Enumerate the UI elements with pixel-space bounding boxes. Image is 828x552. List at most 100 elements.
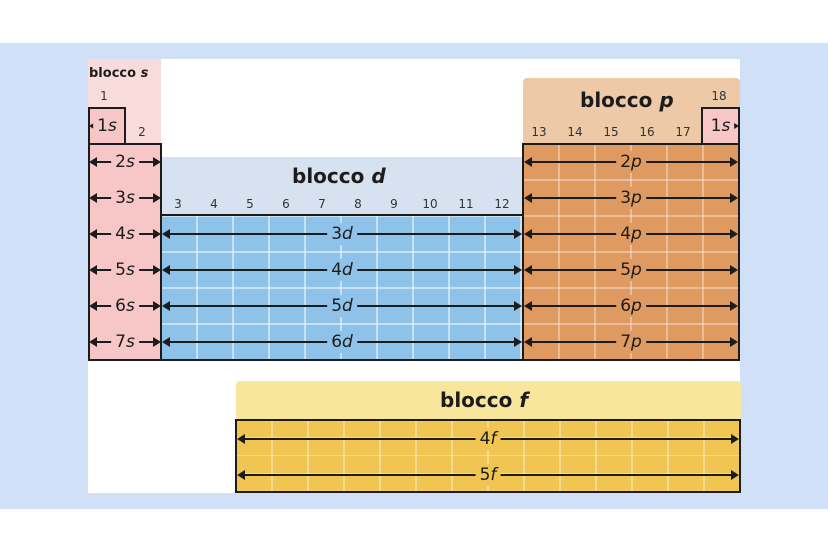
orbital-label-5f: 5f — [475, 464, 501, 486]
arrow-left-icon — [89, 265, 97, 275]
d-block-title-letter: d — [371, 164, 386, 188]
p-row-4: 4p — [524, 223, 738, 245]
s-block-title: blocco s — [89, 66, 148, 81]
arrow-left-icon — [89, 121, 97, 131]
arrow-right-icon — [730, 193, 738, 203]
orbital-label-2s: 2s — [111, 151, 139, 173]
arrow-right-icon — [153, 157, 161, 167]
s-row-6: 6s — [89, 295, 161, 317]
s-row-5: 5s — [89, 259, 161, 281]
arrow-left-icon — [89, 229, 97, 239]
orbital-label-7p: 7p — [616, 331, 646, 353]
orbital-label-2p: 2p — [616, 151, 646, 173]
orbital-label-4f: 4f — [475, 428, 501, 450]
orbital-label-5s: 5s — [111, 259, 139, 281]
arrow-right-icon — [731, 121, 739, 131]
group-number-5: 5 — [246, 197, 254, 211]
arrow-right-icon — [730, 157, 738, 167]
arrow-left-icon — [524, 157, 532, 167]
f-row-5: 5f — [237, 464, 739, 486]
d-row-4: 4d — [162, 259, 522, 281]
s-row-3: 3s — [89, 187, 161, 209]
arrow-right-icon — [731, 434, 739, 444]
p-row-7: 7p — [524, 331, 738, 353]
arrow-right-icon — [514, 337, 522, 347]
group-number-14: 14 — [567, 125, 583, 139]
s-row-4: 4s — [89, 223, 161, 245]
arrow-left-icon — [162, 229, 170, 239]
arrow-left-icon — [162, 337, 170, 347]
orbital-label-4d: 4d — [327, 259, 357, 281]
p-block-title: blocco p — [580, 88, 674, 112]
orbital-label-1s-helium: 1s — [706, 115, 735, 137]
arrow-left-icon — [524, 301, 532, 311]
group-number-7: 7 — [318, 197, 326, 211]
group-number-12: 12 — [494, 197, 510, 211]
p-block-body — [522, 143, 740, 361]
p-row-5: 5p — [524, 259, 738, 281]
s-block-title-word: blocco — [89, 66, 137, 81]
group-number-6: 6 — [282, 197, 290, 211]
arrow-left-icon — [524, 265, 532, 275]
arrow-left-icon — [162, 301, 170, 311]
p-block-title-word: blocco — [580, 88, 653, 112]
arrow-right-icon — [514, 301, 522, 311]
arrow-right-icon — [514, 265, 522, 275]
arrow-left-icon — [89, 301, 97, 311]
group-number-10: 10 — [422, 197, 438, 211]
arrow-left-icon — [89, 157, 97, 167]
arrow-right-icon — [514, 229, 522, 239]
s-block-title-letter: s — [140, 66, 149, 81]
group-number-16: 16 — [639, 125, 655, 139]
orbital-label-4p: 4p — [616, 223, 646, 245]
arrow-left-icon — [237, 470, 245, 480]
group-number-17: 17 — [675, 125, 691, 139]
arrow-left-icon — [524, 193, 532, 203]
arrow-left-icon — [237, 434, 245, 444]
f-block-title-word: blocco — [440, 388, 513, 412]
orbital-label-1s: 1s — [93, 115, 121, 137]
group-number-18: 18 — [711, 89, 727, 103]
arrow-right-icon — [153, 337, 161, 347]
orbital-label-4s: 4s — [111, 223, 139, 245]
p-row-2: 2p — [524, 151, 738, 173]
f-block-title-letter: f — [519, 388, 529, 412]
group-number-1: 1 — [100, 89, 108, 103]
group-number-2: 2 — [138, 125, 146, 139]
f-block-background — [236, 381, 741, 421]
arrow-left-icon — [89, 193, 97, 203]
d-block-background — [161, 157, 523, 215]
group-number-13: 13 — [531, 125, 547, 139]
arrow-left-icon — [524, 229, 532, 239]
arrow-right-icon — [730, 229, 738, 239]
f-block-title: blocco f — [440, 388, 528, 412]
group-number-3: 3 — [174, 197, 182, 211]
p-row-6: 6p — [524, 295, 738, 317]
orbital-label-7s: 7s — [111, 331, 139, 353]
d-row-3: 3d — [162, 223, 522, 245]
p-block-title-letter: p — [659, 88, 674, 112]
arrow-left-icon — [162, 265, 170, 275]
group-number-15: 15 — [603, 125, 619, 139]
s-row-1: 1s — [89, 115, 125, 137]
orbital-label-6s: 6s — [111, 295, 139, 317]
s-row-2: 2s — [89, 151, 161, 173]
arrow-right-icon — [731, 470, 739, 480]
f-row-4: 4f — [237, 428, 739, 450]
arrow-right-icon — [153, 301, 161, 311]
orbital-label-6d: 6d — [327, 331, 357, 353]
d-row-5: 5d — [162, 295, 522, 317]
p-row-3: 3p — [524, 187, 738, 209]
d-block-title: blocco d — [292, 164, 386, 188]
orbital-label-3d: 3d — [327, 223, 357, 245]
arrow-left-icon — [524, 337, 532, 347]
arrow-right-icon — [153, 265, 161, 275]
orbital-label-6p: 6p — [616, 295, 646, 317]
group-number-11: 11 — [458, 197, 474, 211]
group-number-8: 8 — [354, 197, 362, 211]
d-block-title-word: blocco — [292, 164, 365, 188]
arrow-left-icon — [89, 337, 97, 347]
orbital-label-5p: 5p — [616, 259, 646, 281]
s-block-body — [88, 143, 162, 361]
arrow-right-icon — [730, 337, 738, 347]
